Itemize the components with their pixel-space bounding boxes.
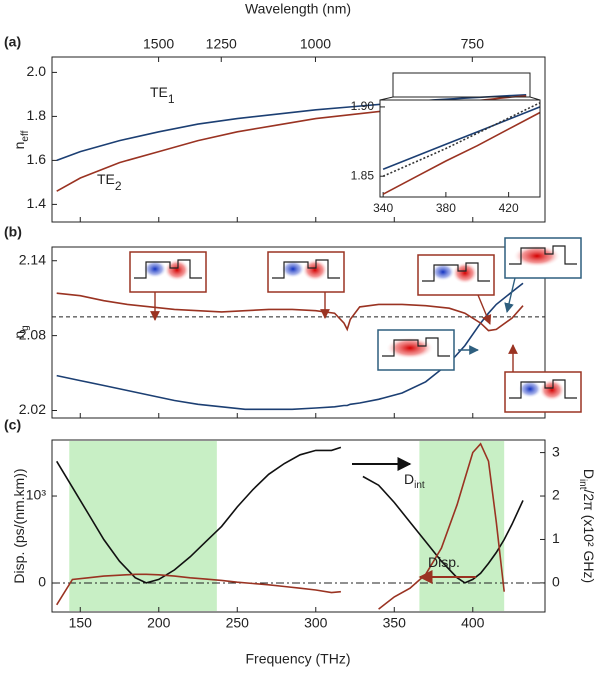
field-blue xyxy=(143,260,167,278)
x-tick-label: 340 xyxy=(373,201,393,215)
x2-axis-label: Wavelength (nm) xyxy=(245,1,351,17)
y-tick-label: 1.6 xyxy=(27,151,47,167)
shaded-range xyxy=(69,441,217,611)
y-axis-label-sub: g xyxy=(20,325,31,331)
annotation-main: Disp. xyxy=(428,554,460,570)
x2-tick-label: 1000 xyxy=(300,36,331,52)
annotation-main: D xyxy=(404,471,414,487)
y-axis-label-main: n xyxy=(11,142,27,150)
waveguide-outline xyxy=(422,262,490,282)
series-line xyxy=(56,282,524,411)
y2-axis-label-rest: /2π (x10² GHz) xyxy=(581,490,597,584)
y-tick-label: 2.0 xyxy=(27,63,47,79)
series-line xyxy=(56,94,527,162)
plot-frame xyxy=(51,439,546,613)
y2-axis-label-sub: int xyxy=(577,479,588,490)
series-label: TE2 xyxy=(97,171,122,193)
waveguide-outline xyxy=(134,259,202,279)
y2-tick-label: 1 xyxy=(552,530,560,546)
x-tick-label: 350 xyxy=(383,615,407,631)
plot-frame xyxy=(379,99,541,198)
series-line xyxy=(382,102,541,177)
y-tick-label: 2.08 xyxy=(19,326,46,342)
field-blue xyxy=(281,260,305,278)
y2-tick-label: 0 xyxy=(552,574,560,590)
x-tick-label: 420 xyxy=(499,201,519,215)
series-label-sub: 1 xyxy=(168,92,175,106)
x-tick-label: 200 xyxy=(147,615,171,631)
y2-axis-label-main: D xyxy=(581,469,597,479)
x-tick-label: 250 xyxy=(226,615,250,631)
field-blue xyxy=(431,263,455,281)
y2-axis-label: Dint/2π (x10² GHz) xyxy=(577,469,597,583)
x2-tick-label: 750 xyxy=(461,36,485,52)
annotation: Disp. xyxy=(428,554,460,570)
x-tick-label: 380 xyxy=(436,201,456,215)
series-line xyxy=(56,442,505,610)
y2-tick-label: 3 xyxy=(552,443,560,459)
waveguide-outline xyxy=(509,245,577,265)
y-axis-label-main: Disp. (ps/(nm.km)) xyxy=(11,468,27,583)
shaded-range xyxy=(419,441,505,611)
series-label-main: TE xyxy=(97,171,115,187)
panel-label: (a) xyxy=(4,34,21,50)
x-axis-label: Frequency (THz) xyxy=(245,651,350,667)
field-red xyxy=(386,337,434,359)
x2-tick-label: 1500 xyxy=(143,36,174,52)
y-tick-label: 1.85 xyxy=(351,168,375,182)
y-tick-label: 1.90 xyxy=(351,99,375,113)
field-red xyxy=(513,245,561,267)
y-axis-label: neff xyxy=(11,130,31,149)
annotation-sub: int xyxy=(414,480,425,491)
x-tick-label: 300 xyxy=(304,615,328,631)
y-tick-label: 2.02 xyxy=(19,401,46,417)
annotation: Dint xyxy=(404,471,425,491)
y2-tick-label: 2 xyxy=(552,487,560,503)
waveguide-outline xyxy=(509,379,577,399)
plot-frame xyxy=(51,246,546,419)
y-tick-label: 0 xyxy=(38,574,46,590)
x-tick-label: 150 xyxy=(69,615,93,631)
series-line xyxy=(382,111,541,195)
mode-arrow xyxy=(504,277,516,313)
series-label-main: TE xyxy=(150,84,168,100)
waveguide-outline xyxy=(272,259,340,279)
y-tick-label: 1.4 xyxy=(27,195,47,211)
mode-arrow xyxy=(477,294,492,325)
panel-label: (c) xyxy=(4,417,21,433)
series-line xyxy=(382,106,541,171)
field-blue xyxy=(518,380,542,398)
x2-tick-label: 1250 xyxy=(206,36,237,52)
y-axis-label: ng xyxy=(11,325,31,338)
y-tick-label: 10³ xyxy=(26,487,47,503)
plot-frame xyxy=(51,56,546,223)
plot-area xyxy=(380,100,540,197)
waveguide-outline xyxy=(382,337,450,357)
y-axis-label-main: n xyxy=(11,331,27,339)
y-tick-label: 2.14 xyxy=(19,251,46,267)
series-line xyxy=(56,292,524,332)
y-axis-label-sub: eff xyxy=(20,130,31,141)
x-tick-label: 400 xyxy=(461,615,485,631)
series-label: TE1 xyxy=(150,84,175,106)
y-axis-label: Disp. (ps/(nm.km)) xyxy=(11,468,27,583)
y-tick-label: 1.8 xyxy=(27,107,47,123)
series-line xyxy=(56,446,524,584)
panel-label: (b) xyxy=(4,224,22,240)
zoom-box xyxy=(392,72,531,98)
series-label-sub: 2 xyxy=(115,179,122,193)
